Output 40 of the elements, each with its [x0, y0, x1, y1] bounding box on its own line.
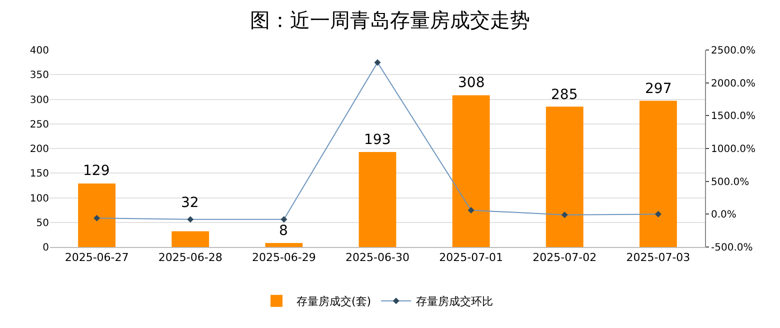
y2-tick-label: 0.0% [711, 210, 736, 221]
data-label: 129 [83, 163, 110, 179]
y-tick-label: 400 [30, 46, 49, 56]
x-tick-label: 2025-06-28 [158, 251, 222, 264]
x-tick-label: 2025-06-29 [252, 251, 316, 264]
bar [546, 106, 584, 247]
legend-label: 存量房成交环比 [416, 295, 494, 308]
y2-tick-label: -500.0% [711, 242, 753, 254]
y-tick-label: 200 [30, 144, 49, 155]
x-tick-label: 2025-06-30 [346, 251, 410, 264]
bar [78, 183, 116, 247]
y2-tick-label: 2000.0% [711, 78, 756, 90]
chart-title: 图：近一周青岛存量房成交走势 [250, 8, 530, 32]
data-label: 8 [279, 223, 288, 239]
data-label: 308 [458, 75, 485, 91]
bar [358, 152, 396, 247]
y-tick-label: 250 [30, 119, 49, 130]
data-label: 297 [645, 81, 672, 97]
y2-tick-label: 1500.0% [711, 111, 756, 122]
y2-tick-label: 2500.0% [711, 46, 756, 56]
bar [640, 100, 677, 247]
x-tick-label: 2025-07-02 [532, 251, 597, 264]
x-tick-label: 2025-07-03 [626, 251, 690, 264]
data-label: 193 [364, 132, 391, 148]
y2-tick-label: 500.0% [711, 176, 750, 188]
bar [452, 95, 490, 247]
y-tick-label: 0 [42, 242, 49, 254]
legend-label: 存量房成交(套) [296, 295, 372, 308]
y-tick-label: 100 [30, 193, 49, 204]
y2-tick-label: 1000.0% [711, 144, 756, 155]
bar [172, 231, 210, 247]
x-tick-label: 2025-07-01 [439, 251, 504, 264]
y-tick-label: 150 [30, 168, 49, 180]
bar [265, 243, 303, 247]
data-label: 32 [181, 195, 199, 211]
y-tick-label: 300 [30, 94, 49, 106]
x-tick-label: 2025-06-27 [64, 251, 129, 264]
y-tick-label: 350 [30, 70, 49, 82]
data-label: 285 [551, 87, 578, 103]
y-tick-label: 50 [36, 218, 49, 229]
